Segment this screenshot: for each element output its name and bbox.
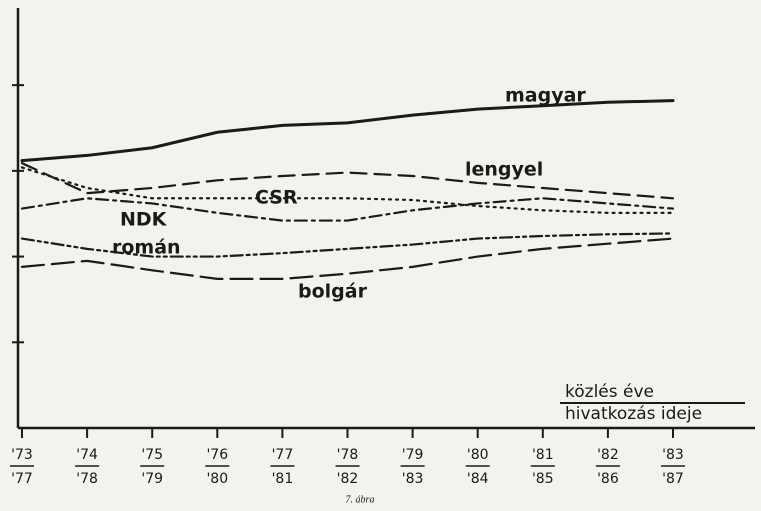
x-tick-label: '85 [532, 471, 554, 487]
x-tick-label: '86 [597, 471, 619, 487]
x-tick-label: '80 [206, 471, 228, 487]
x-tick-label: '83 [662, 447, 684, 463]
series-line [20, 99, 675, 163]
series-label: román [112, 237, 181, 259]
series-label: lengyel [465, 159, 543, 181]
x-tick-label: '78 [76, 471, 98, 487]
annotation: hivatkozás ideje [565, 404, 702, 424]
series-label: magyar [505, 85, 586, 107]
x-tick-label: '77 [272, 447, 294, 463]
series-label: NDK [120, 209, 168, 231]
caption: 7. ábra [346, 494, 375, 505]
x-tick-label: '80 [467, 447, 489, 463]
series-line [20, 197, 675, 222]
x-tick-label: '83 [402, 471, 424, 487]
x-tick-label: '77 [11, 471, 33, 487]
series-line [20, 237, 675, 280]
x-tick-label: '76 [206, 447, 228, 463]
series-line [20, 232, 675, 258]
annotation: közlés éve [565, 382, 654, 402]
series-label: bolgár [298, 281, 368, 303]
x-tick-label: '74 [76, 447, 98, 463]
x-tick-label: '82 [597, 447, 619, 463]
x-tick-label: '87 [662, 471, 684, 487]
series-label: CSR [255, 187, 298, 209]
x-tick-label: '82 [337, 471, 359, 487]
x-tick-label: '75 [141, 447, 163, 463]
x-tick-label: '79 [402, 447, 424, 463]
x-tick-label: '81 [272, 471, 294, 487]
x-tick-label: '84 [467, 471, 489, 487]
series-line [20, 166, 675, 214]
x-tick-label: '79 [141, 471, 163, 487]
x-tick-label: '81 [532, 447, 554, 463]
x-tick-label: '78 [337, 447, 359, 463]
x-tick-label: '73 [11, 447, 33, 463]
